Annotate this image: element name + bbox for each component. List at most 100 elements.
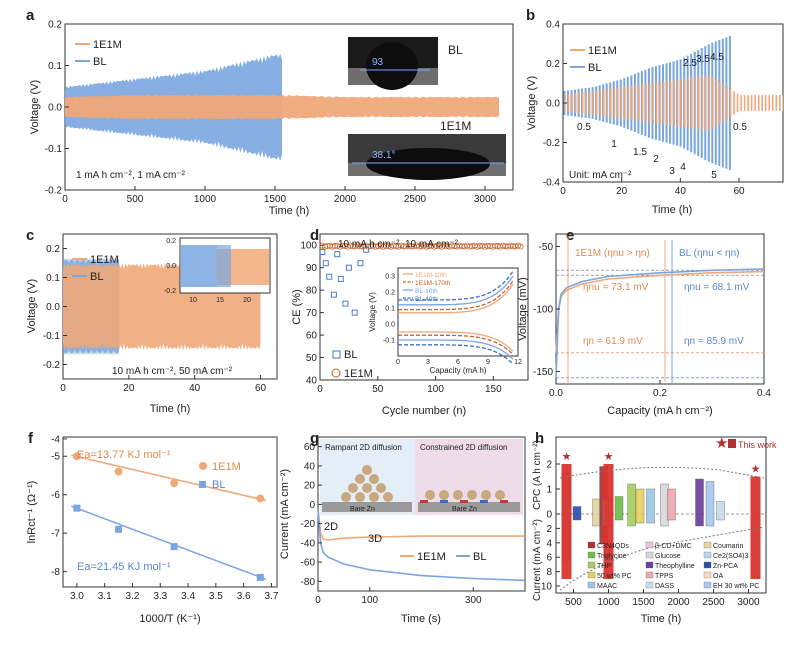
panel-d-inset-ylabel: Voltage (V) [368,292,377,332]
x-tick-label: 100 [361,595,378,606]
point-1e1m [114,467,123,476]
panel-a-inset-bl-angle: 93 [372,57,384,68]
y-tick-label: 10 [541,582,553,593]
fit-1e1m [71,454,267,502]
inset-x-tick: 12 [514,359,522,366]
panel-c-inset-ytick-top: 0.2 [166,238,176,245]
point-bl [363,246,370,253]
panel-h: h ★ ★ ★ C3N4QDs β-CD+DMC Coumarin Triglycine G… [532,430,777,625]
panel-f-legend-marker-1e1m [199,462,207,470]
x-tick-label: 100 [427,384,444,395]
y-tick-label: -100 [533,305,553,316]
panel-g-schematic [320,439,523,515]
bar-zn-pca [572,506,582,521]
y-tick-label: -0.1 [45,144,63,155]
y-tick-label: 6 [546,553,552,564]
point-bl [322,260,329,267]
panel-h-legend: C3N4QDs β-CD+DMC Coumarin Triglycine Glucose… [587,541,759,590]
x-tick-label: 300 [465,595,482,606]
panel-e-header-1e1m: 1E1M (ηnu > ηn) [575,248,650,259]
inset-x-tick: 0 [396,359,400,366]
this-work-star-icon: ★ [604,451,614,463]
rate-label: 1 [611,139,617,150]
panel-d-frame [319,233,529,381]
legend-label: EH 30 wt% PC [713,583,759,590]
x-tick-label: 1000 [194,194,217,205]
trend-upper [559,466,765,479]
panel-d-ylabel: CE (%) [291,289,303,324]
x-tick-label: 2000 [667,597,690,608]
panel-g-xticks: 0 100 300 [315,587,482,606]
panel-d-condition: 10 mA h cm⁻², 10 mA cm⁻² [338,239,459,250]
panel-c-yticks: 0.2 0.1 0.0 -0.1 -0.2 [43,244,67,371]
panel-e-yticks: -50 -100 -150 [533,242,560,378]
x-tick-label: 3.2 [126,591,140,602]
bar-glucose [660,483,669,527]
y-tick-label: -7 [51,529,60,540]
y-tick-label: 90 [306,263,318,274]
legend-swatch [645,551,654,559]
panel-c-inset-ytick-mid: 0.0 [166,263,176,270]
inset-legend-label: BL-40th [415,296,438,303]
x-tick-label: 3.7 [264,591,278,602]
bar-this-work [603,464,614,579]
x-tick-label: 150 [485,384,502,395]
x-tick-label: 3.1 [98,591,112,602]
panel-g-inset-right-title: Constrained 2D diffusion [420,443,507,452]
panel-d-inset-xticks: 0 3 6 9 12 [396,359,522,366]
legend-label: TPPS [655,573,674,580]
panel-b-ylabel: Voltage (V) [526,76,538,130]
panel-d-yticks: 100 90 80 70 60 50 40 [300,241,324,387]
point-bl [357,260,364,267]
panel-g-curves [317,509,526,582]
y-tick-label: -150 [533,367,553,378]
x-tick-label: 0.2 [653,388,667,399]
legend-swatch [703,551,712,559]
point-bl [351,309,358,316]
curve-bl-10th-discharge [398,339,514,360]
panel-e-curves [555,236,765,384]
panel-f-ea-1e1m: Ea=13.77 KJ mol⁻¹ [77,449,171,461]
point-bl [334,251,341,258]
inset-y-tick: 0.2 [385,290,395,297]
panel-a-inset-1e1m-angle: 38.1° [372,150,395,161]
point-1e1m [517,243,524,250]
x-tick-label: 3.0 [70,591,84,602]
panel-b-xticks: 0 20 40 60 [560,178,745,197]
panel-d-label: d [310,227,319,244]
legend-label: β-CD+DMC [655,543,692,550]
panel-h-label: h [535,430,544,447]
panel-g-inset-left-title: Rampant 2D diffusion [325,443,402,452]
y-tick-label: 40 [304,461,316,472]
y-tick-label: 80 [306,286,318,297]
curve-bl [317,509,526,582]
y-tick-label: -0.4 [543,178,561,189]
inset-y-tick: 0.1 [385,306,395,313]
panel-b-label: b [526,7,535,24]
panel-a-xticks: 0 500 1000 1500 2000 2500 3000 [62,186,497,205]
rate-label: 4.5 [710,52,724,63]
legend-label: THP [597,563,611,570]
y-tick-label: -0.1 [43,331,61,342]
panel-f-fits [71,454,267,581]
x-tick-label: 60 [255,383,267,394]
x-tick-label: 1000 [597,597,620,608]
bar-this-work [750,476,761,579]
panel-c-inset-xtick-2: 15 [216,297,224,304]
legend-swatch [703,581,712,589]
trend-lower [559,526,765,591]
y-tick-label: 40 [306,376,318,387]
inset-y-tick: 0.0 [385,322,395,329]
curve-1e1m-170th-discharge [398,334,514,355]
panel-h-star-icon: ★ [715,435,728,452]
legend-swatch [645,541,654,549]
panel-e-eta-nu-bl: ηnu = 68.1 mV [684,282,750,293]
panel-c-label: c [26,227,34,244]
panel-d-legend-bl: BL [344,349,357,361]
x-tick-label: 20 [616,186,628,197]
point-1e1m [170,479,179,488]
panel-g-legend-1e1m: 1E1M [417,551,446,563]
panel-b: b 0.40.20.0-0.2-0.4 0 20 40 60 Voltage (V) … [526,7,784,216]
